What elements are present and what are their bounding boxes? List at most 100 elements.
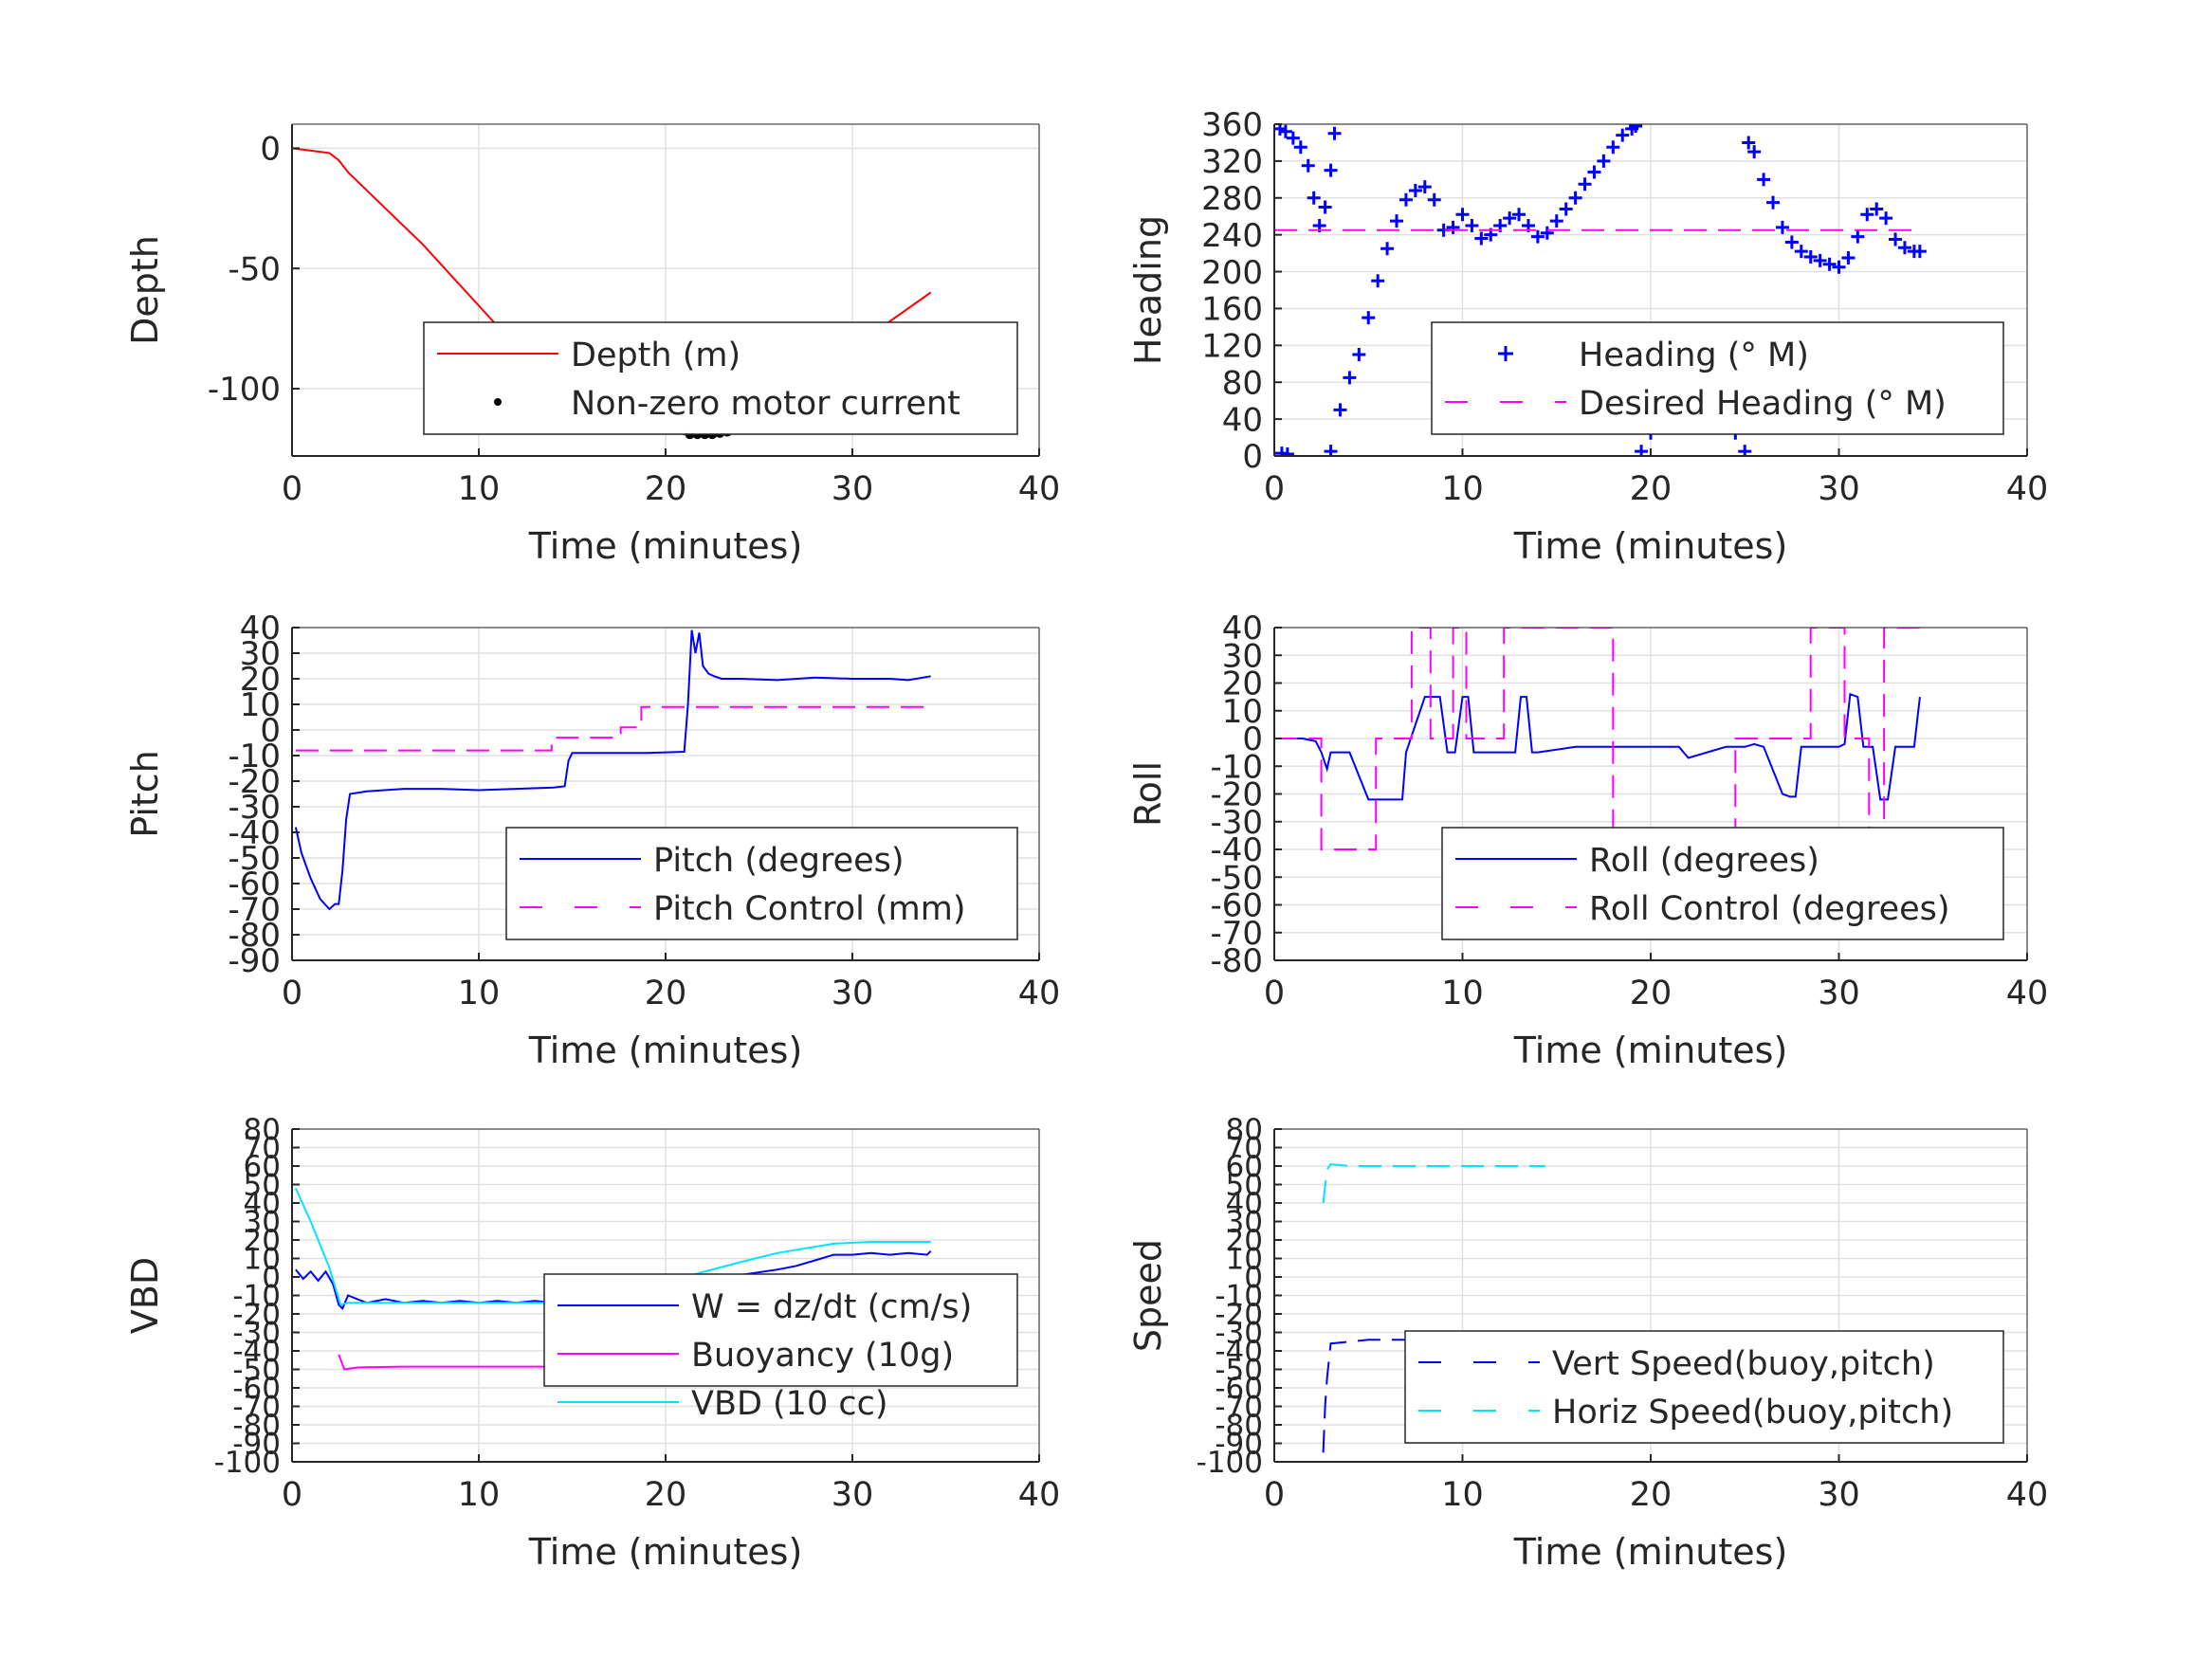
series-line-1	[294, 629, 931, 911]
subplot-2: 0 10 20 30 4004080120160200240280320360Time …	[1127, 106, 2048, 567]
subplot-5: 0 10 20 30 4080706050403020100-10-20-30-40-5…	[124, 1113, 1060, 1573]
data-point	[1784, 235, 1799, 249]
legend: W = dz/dt (cm/s) Buoyancy (10g) VBD (10 cc…	[543, 1273, 1018, 1423]
y-tick-label: -50	[232, 1354, 281, 1388]
y-tick-label: -10	[1210, 748, 1263, 786]
x-tick-label: 30	[832, 975, 874, 1012]
y-tick-label: -40	[232, 1335, 281, 1369]
y-tick-label: 30	[1222, 637, 1263, 675]
data-point	[1362, 311, 1376, 325]
y-tick-label: -90	[232, 1428, 281, 1462]
x-tick-label: 30	[832, 1476, 874, 1514]
data-point	[1301, 158, 1315, 173]
x-tick-label: 40	[2006, 1476, 2049, 1514]
legend-label: Buoyancy (10g)	[691, 1337, 954, 1375]
y-tick-label: -80	[1210, 942, 1263, 980]
legend-box	[1431, 321, 2004, 435]
series-line-2	[295, 705, 931, 752]
subplot-3: 0 10 20 30 40403020100-10-20-30-40-50-60-70-…	[124, 610, 1060, 1071]
series-group	[1274, 124, 1927, 456]
x-axis-label: Time (minutes)	[528, 525, 803, 567]
y-tick-label: 80	[244, 1113, 281, 1147]
x-tick-label: 0	[282, 975, 302, 1012]
data-point	[1286, 131, 1300, 145]
x-tick-label: 40	[2006, 975, 2049, 1012]
x-tick-label: 0	[1264, 1476, 1285, 1514]
subplot-1: 0 10 20 30 40 0 -50 -100 Time (minutes) Depth Dept…	[124, 123, 1061, 567]
legend-label: Desired Heading (° M)	[1579, 385, 1947, 423]
y-tick-label: 30	[244, 1206, 281, 1240]
y-tick-label: -50	[1215, 1354, 1263, 1388]
y-tick-label: -30	[1215, 1317, 1263, 1351]
data-point	[1474, 231, 1489, 246]
legend-box	[505, 827, 1018, 940]
data-point	[1860, 208, 1874, 222]
y-axis-label: Heading	[1127, 215, 1169, 365]
legend-label: Roll (degrees)	[1589, 842, 1819, 880]
y-tick-label: -10	[232, 1280, 281, 1314]
y-tick-label: 50	[244, 1169, 281, 1203]
data-point	[1747, 145, 1762, 159]
x-tick-label: 20	[1630, 975, 1673, 1012]
data-point	[1578, 177, 1592, 191]
y-tick-label: 360	[1201, 106, 1263, 144]
legend-label: W = dz/dt (cm/s)	[691, 1288, 972, 1326]
data-point	[1549, 214, 1563, 228]
legend-label: VBD (10 cc)	[691, 1385, 888, 1423]
x-tick-label: 30	[1818, 470, 1860, 508]
legend-swatch-dot	[494, 398, 502, 406]
y-tick-label: 240	[1201, 217, 1263, 255]
y-tick-label: 40	[244, 1187, 281, 1221]
y-tick-label: 0	[260, 712, 281, 750]
data-point	[1371, 274, 1385, 288]
x-tick-label: 10	[458, 1476, 501, 1514]
y-tick-label: 40	[240, 610, 281, 647]
data-point	[1417, 180, 1432, 194]
y-tick-label: -60	[1210, 887, 1263, 925]
data-point	[1775, 220, 1789, 234]
data-point	[1278, 124, 1292, 138]
x-tick-label: 20	[1630, 470, 1673, 508]
y-tick-label: -80	[232, 1409, 281, 1443]
x-tick-label: 0	[282, 1476, 302, 1514]
series-line-2	[1322, 1162, 1545, 1204]
y-tick-label: -90	[1215, 1428, 1263, 1462]
y-tick-label: 70	[1226, 1132, 1263, 1166]
y-tick-label: 200	[1201, 254, 1263, 292]
y-tick-label: 40	[1226, 1187, 1263, 1221]
x-tick-label: 10	[1441, 975, 1484, 1012]
x-tick-label: 10	[458, 470, 501, 508]
data-point	[1318, 200, 1332, 214]
x-axis-label: Time (minutes)	[1513, 525, 1788, 567]
data-point	[1742, 136, 1756, 150]
y-tick-label: -70	[1215, 1391, 1263, 1425]
series-group	[294, 629, 931, 911]
data-point	[1343, 371, 1357, 385]
y-tick-label: 10	[240, 686, 281, 724]
data-point	[1794, 245, 1808, 259]
y-tick-label: -70	[1210, 915, 1263, 953]
data-point	[1427, 192, 1441, 207]
legend-swatch-plus	[1498, 346, 1513, 361]
x-axis-label: Time (minutes)	[1513, 1531, 1788, 1573]
data-point	[1327, 126, 1342, 140]
x-tick-label: 20	[1630, 1476, 1673, 1514]
data-point	[1324, 163, 1338, 177]
data-point	[1841, 250, 1856, 264]
data-point	[1912, 245, 1927, 259]
data-point	[1889, 232, 1903, 246]
data-point	[1540, 226, 1554, 240]
y-tick-label: -40	[1210, 831, 1263, 869]
legend: Roll (degrees) Roll Control (degrees)	[1441, 827, 2004, 940]
series-group	[1274, 628, 1921, 850]
y-tick-label: -100	[208, 371, 281, 409]
x-tick-label: 40	[1018, 975, 1061, 1012]
data-point	[1380, 242, 1395, 256]
x-tick-label: 40	[1018, 470, 1061, 508]
x-tick-label: 0	[282, 470, 302, 508]
legend-label: Vert Speed(buoy,pitch)	[1552, 1345, 1935, 1383]
data-point	[1757, 173, 1771, 187]
subplot-4: 0 10 20 30 40403020100-10-20-30-40-50-60-70-…	[1127, 610, 2048, 1071]
x-axis-label: Time (minutes)	[1513, 1030, 1788, 1071]
x-tick-label: 10	[458, 975, 501, 1012]
